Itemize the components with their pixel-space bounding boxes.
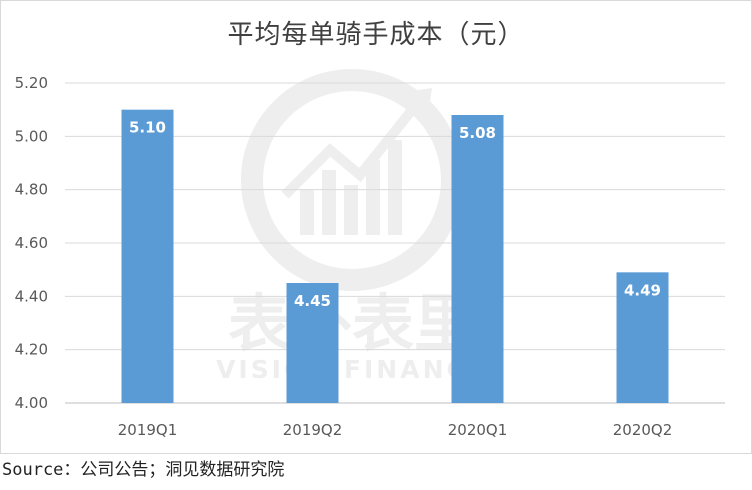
x-axis: 2019Q1 2019Q2 2020Q1 2020Q2: [118, 421, 673, 439]
y-tick-label: 4.80: [15, 181, 48, 199]
bars: 5.10 4.45 5.08 4.49: [121, 109, 669, 404]
gridlines: [65, 82, 725, 404]
data-label: 4.45: [294, 292, 331, 310]
chart-title: 平均每单骑手成本（元）: [227, 20, 525, 50]
y-axis: 4.00 4.20 4.40 4.60 4.80 5.00 5.20: [15, 74, 48, 412]
x-tick-label: 2019Q1: [118, 421, 178, 439]
bar: [616, 272, 669, 403]
y-tick-label: 5.00: [15, 127, 48, 145]
x-tick-label: 2020Q1: [448, 421, 508, 439]
y-tick-label: 5.20: [15, 74, 48, 92]
watermark-en-text: VISION FINANCE: [216, 355, 488, 384]
y-tick-label: 4.40: [15, 287, 48, 305]
bar: [286, 283, 339, 403]
data-label: 5.10: [129, 119, 166, 137]
data-label: 5.08: [459, 124, 496, 142]
watermark-bar-icon: [300, 190, 314, 235]
watermark-bar-icon: [322, 170, 336, 235]
watermark-bar-icon: [366, 160, 380, 235]
y-tick-label: 4.60: [15, 234, 48, 252]
data-label: 4.49: [624, 281, 661, 299]
source-note: Source：公司公告；洞见数据研究院: [2, 460, 285, 480]
bar: [451, 115, 504, 403]
watermark-bar-icon: [388, 140, 402, 235]
y-tick-label: 4.20: [15, 341, 48, 359]
x-tick-label: 2019Q2: [283, 421, 343, 439]
watermark-arrowhead-icon: [405, 88, 432, 115]
bar-chart: 表外表里 VISION FINANCE 4.00 4.20 4.40 4.60 4.80…: [15, 69, 725, 439]
bar: [121, 109, 174, 404]
x-tick-label: 2020Q2: [613, 421, 673, 439]
watermark-cn-text: 表外表里: [228, 287, 476, 360]
watermark-bar-icon: [344, 185, 358, 235]
watermark: 表外表里 VISION FINANCE: [216, 69, 488, 384]
y-tick-label: 4.00: [15, 394, 48, 412]
watermark-ring-icon: [241, 69, 463, 291]
watermark-arrow-icon: [281, 96, 424, 199]
